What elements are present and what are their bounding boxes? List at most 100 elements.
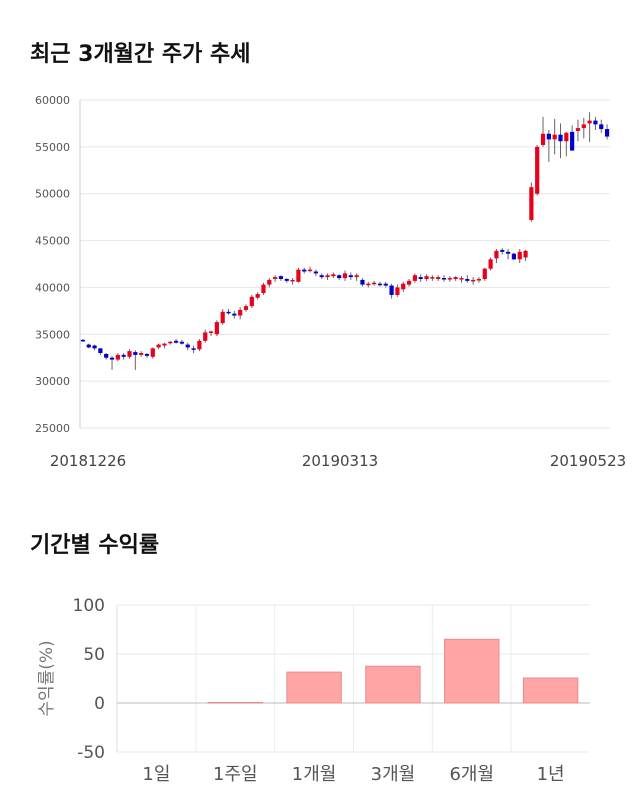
- x-tick-label: 20181226: [50, 452, 126, 470]
- candle: [395, 284, 400, 297]
- candle-body: [144, 353, 150, 356]
- candle: [208, 330, 214, 337]
- candle-body: [430, 277, 435, 279]
- candle-body: [249, 296, 254, 307]
- y-tick-label: 0: [94, 694, 105, 714]
- candle-body: [418, 277, 423, 279]
- y-tick-label: 25000: [35, 422, 70, 435]
- candle: [325, 273, 330, 280]
- candle-body: [604, 129, 610, 137]
- candle-body: [436, 277, 441, 279]
- candle: [296, 267, 301, 283]
- candle: [302, 267, 307, 274]
- candle: [185, 342, 190, 351]
- x-category-label: 1주일: [213, 764, 258, 785]
- candle-body: [476, 278, 482, 281]
- x-category-label: 1개월: [292, 764, 337, 785]
- candle-body: [471, 279, 476, 282]
- candle: [86, 343, 91, 349]
- candle: [220, 308, 225, 325]
- candle-body: [267, 279, 272, 285]
- candle-body: [389, 285, 394, 295]
- candle-body: [255, 293, 260, 298]
- candle-body: [273, 277, 278, 279]
- return-bar: [444, 638, 500, 704]
- returns-chart-title: 기간별 수익률: [30, 533, 160, 558]
- candle: [243, 304, 249, 312]
- y-tick-label: 35000: [35, 328, 70, 341]
- candle-body: [133, 352, 138, 355]
- candle-body: [197, 340, 202, 350]
- return-bar: [286, 671, 342, 704]
- candle-body: [459, 278, 464, 280]
- candle: [604, 124, 610, 140]
- candle-body: [104, 353, 109, 358]
- candle: [150, 347, 155, 359]
- candle-body: [511, 253, 516, 260]
- candle-body: [115, 354, 120, 360]
- candle-body: [203, 332, 208, 341]
- candlestick-chart: 25000 30000 35000 40000 45000 50000 55000 60000…: [35, 94, 626, 470]
- candle-body: [80, 339, 86, 342]
- candle: [389, 283, 394, 299]
- y-tick-label: 30000: [35, 375, 70, 388]
- candle-body: [162, 343, 167, 346]
- candle: [156, 343, 161, 350]
- candle-body: [226, 311, 231, 314]
- candle: [436, 275, 441, 281]
- candle-body: [331, 274, 336, 277]
- candle-body: [500, 249, 505, 252]
- candle-body: [121, 354, 126, 357]
- candle-body: [412, 275, 417, 281]
- candle: [348, 272, 353, 280]
- candle: [372, 280, 377, 286]
- candle-body: [599, 124, 604, 130]
- candle-body: [238, 309, 243, 316]
- candle-body: [546, 133, 551, 140]
- candle-body: [570, 131, 575, 151]
- candle-body: [523, 250, 528, 258]
- candle: [453, 276, 458, 281]
- candle: [319, 273, 324, 279]
- candle-body: [488, 259, 493, 269]
- candle: [558, 123, 563, 159]
- candle-body: [354, 275, 359, 278]
- candle-body: [302, 269, 307, 272]
- candle-body: [587, 120, 592, 124]
- candle: [232, 310, 237, 319]
- candle-body: [366, 283, 371, 286]
- candle: [459, 276, 464, 283]
- x-category-label: 1일: [142, 764, 170, 785]
- candle-body: [406, 280, 412, 285]
- candle-body: [581, 124, 586, 129]
- candle-body: [185, 344, 190, 348]
- candle-body: [535, 146, 540, 194]
- candle-body: [290, 279, 295, 282]
- candle: [168, 340, 173, 345]
- candle: [249, 294, 254, 309]
- candle: [401, 281, 406, 293]
- candle: [581, 117, 586, 139]
- candle-body: [401, 283, 406, 290]
- candle-body: [552, 134, 557, 140]
- candle: [354, 273, 359, 281]
- y-tick-label: 100: [73, 596, 105, 616]
- candle-body: [465, 278, 470, 281]
- return-bar: [365, 665, 421, 704]
- candle-body: [284, 278, 289, 281]
- candle-body: [447, 278, 452, 280]
- candle: [226, 308, 231, 315]
- candle: [109, 355, 115, 370]
- candle-body: [319, 275, 324, 278]
- candle: [337, 274, 342, 280]
- candle: [529, 182, 534, 222]
- candle: [162, 342, 167, 349]
- return-bar: [522, 677, 579, 704]
- candle: [133, 350, 138, 370]
- candle-body: [372, 282, 377, 285]
- candle-body: [348, 275, 353, 278]
- candle: [290, 278, 295, 285]
- candle-body: [139, 353, 144, 355]
- candle: [139, 351, 144, 357]
- candle: [191, 345, 196, 354]
